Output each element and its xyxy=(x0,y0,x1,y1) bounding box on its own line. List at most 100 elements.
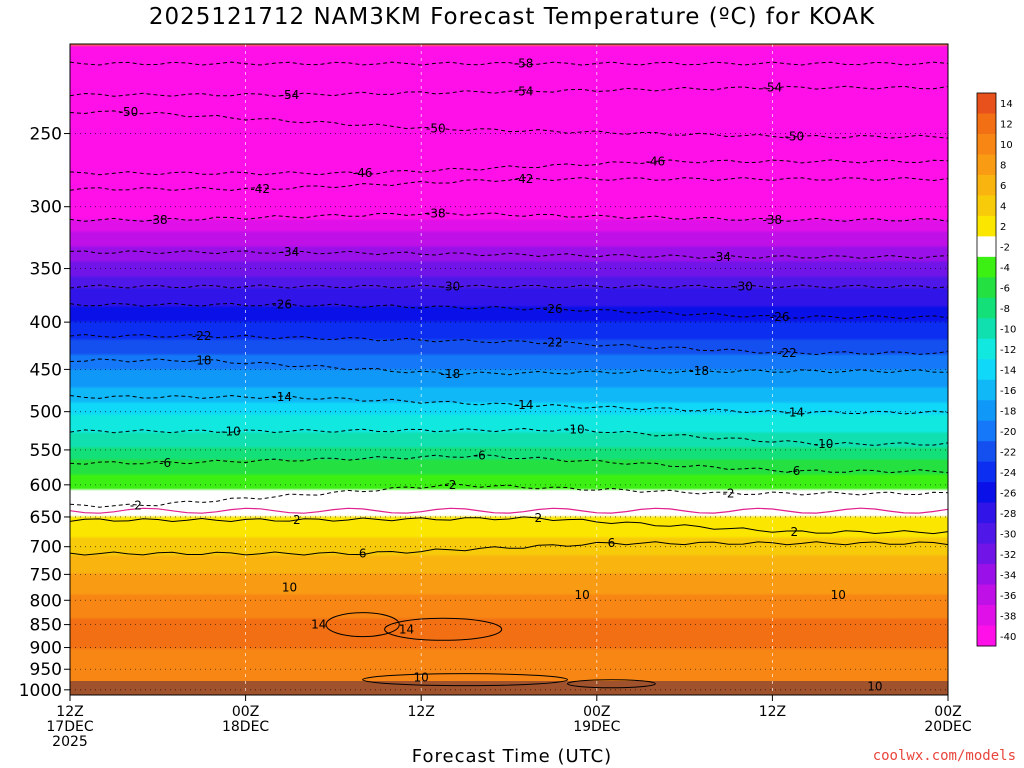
colorbar-swatch xyxy=(977,420,996,442)
contour-label: -18 xyxy=(192,353,212,367)
x-tick-label: 2025 xyxy=(52,734,88,750)
isotherm-minus-46 xyxy=(69,159,949,176)
contour-label: -22 xyxy=(192,329,212,343)
contour-label: 10 xyxy=(282,581,297,595)
isotherm-minus-14 xyxy=(69,394,949,415)
contour-label: -46 xyxy=(646,154,666,168)
y-tick-label: 800 xyxy=(30,591,62,611)
contour-label: -6 xyxy=(159,456,171,470)
contour-label: -2 xyxy=(723,486,735,500)
colorbar-swatch xyxy=(977,174,996,196)
contour-label: -10 xyxy=(221,424,241,438)
contour-label: -38 xyxy=(148,213,168,227)
contour-label: 2 xyxy=(791,525,799,539)
colorbar-label: 4 xyxy=(1000,202,1006,213)
contour-label: 14 xyxy=(399,622,414,636)
contour-label: -6 xyxy=(788,464,800,478)
contour-label: -10 xyxy=(814,437,834,451)
x-tick-label: 18DEC xyxy=(222,719,269,735)
colorbar-swatch xyxy=(977,359,996,381)
colorbar-swatch xyxy=(977,113,996,135)
colorbar-swatch xyxy=(977,379,996,401)
y-tick-label: 250 xyxy=(30,125,62,145)
y-tick-label: 650 xyxy=(30,508,62,528)
chart-title: 2025121712 NAM3KM Forecast Temperature (… xyxy=(148,4,876,30)
colorbar-label: -14 xyxy=(1000,366,1016,377)
colorbar-swatch xyxy=(977,543,996,565)
contour-label: -22 xyxy=(777,346,797,360)
contour-label: -34 xyxy=(280,245,300,259)
isotherm-10-closed xyxy=(567,679,656,689)
colorbar-label: -30 xyxy=(1000,529,1016,540)
y-tick-label: 600 xyxy=(30,476,62,496)
contour-label: 10 xyxy=(867,680,882,694)
contour-label: 10 xyxy=(414,671,429,685)
colorbar-label: -34 xyxy=(1000,570,1016,581)
contour-label: 10 xyxy=(831,588,846,602)
colorbar-label: -18 xyxy=(1000,406,1016,417)
colorbar-swatch xyxy=(977,133,996,155)
contour-label: -14 xyxy=(272,390,292,404)
temperature-fill xyxy=(70,44,948,695)
y-tick-label: 500 xyxy=(30,403,62,423)
contour-label: -50 xyxy=(119,105,139,119)
contour-label: 2 xyxy=(534,511,542,525)
y-tick-label: 900 xyxy=(30,639,62,659)
credit-link[interactable]: coolwx.com/models xyxy=(872,748,1016,764)
y-tick-label: 450 xyxy=(30,360,62,380)
contour-label: -46 xyxy=(353,166,373,180)
contour-label: -18 xyxy=(689,364,709,378)
y-tick-label: 700 xyxy=(30,538,62,558)
contour-label: -22 xyxy=(543,336,563,350)
y-tick-label: 550 xyxy=(30,441,62,461)
colorbar-label: 2 xyxy=(1000,222,1006,233)
axes: 250 300 350 400 450 500 550 600 650 700 750 800 850 9… xyxy=(19,43,972,750)
colorbar-label: -16 xyxy=(1000,386,1016,397)
colorbar-label: -2 xyxy=(1000,243,1010,254)
contour-label: -18 xyxy=(441,367,461,381)
x-tick-label: 20DEC xyxy=(924,719,971,735)
colorbar-frame xyxy=(976,92,997,647)
y-tick-label: 350 xyxy=(30,260,62,280)
x-tick-label: 00Z xyxy=(232,704,259,720)
contour-label: 2 xyxy=(293,513,301,527)
colorbar-label: -40 xyxy=(1000,632,1016,643)
isotherm-minus-34 xyxy=(69,250,949,259)
contour-labels: -58 -54 -54 -54 -50 -50 -50 -46 -46 -42 -42 -38 -38 -… xyxy=(119,57,883,694)
x-axis-title: Forecast Time (UTC) xyxy=(411,746,613,767)
contour-label: -42 xyxy=(250,182,270,196)
isotherm-minus-2 xyxy=(69,482,949,508)
contour-label: -54 xyxy=(763,81,783,95)
contour-label: 6 xyxy=(359,547,367,561)
contour-label: -30 xyxy=(441,279,461,293)
colorbar-swatch xyxy=(977,338,996,360)
isotherm-14-closed xyxy=(384,617,503,641)
isotherm-10-closed xyxy=(362,673,569,687)
isotherm-14-closed xyxy=(325,612,400,638)
contour-label: -54 xyxy=(280,88,300,102)
contour-label: -34 xyxy=(711,250,731,264)
isotherm-minus-58 xyxy=(69,61,949,66)
colorbar-label: -26 xyxy=(1000,488,1016,499)
x-tick-label: 00Z xyxy=(583,704,610,720)
colorbar-swatch xyxy=(977,277,996,299)
isotherm-2 xyxy=(69,516,949,535)
colorbar-swatch xyxy=(977,461,996,483)
isotherm-minus-54 xyxy=(69,85,949,97)
contour-label: -6 xyxy=(474,449,486,463)
colorbar-label: -20 xyxy=(1000,427,1016,438)
y-tick-label: 1000 xyxy=(19,681,62,701)
isotherm-minus-22 xyxy=(69,333,949,356)
isotherm-6 xyxy=(69,541,949,556)
contour-label: -26 xyxy=(770,310,790,324)
colorbar-label: -28 xyxy=(1000,509,1016,520)
x-tick-label: 12Z xyxy=(759,704,786,720)
colorbar-swatch xyxy=(977,625,996,647)
colorbar-label: 14 xyxy=(1000,99,1013,110)
contour-label: -26 xyxy=(272,298,292,312)
colorbar-swatch xyxy=(977,297,996,319)
colorbar-label: -22 xyxy=(1000,447,1016,458)
colorbar-swatch xyxy=(977,584,996,606)
contour-label: -50 xyxy=(426,122,446,136)
